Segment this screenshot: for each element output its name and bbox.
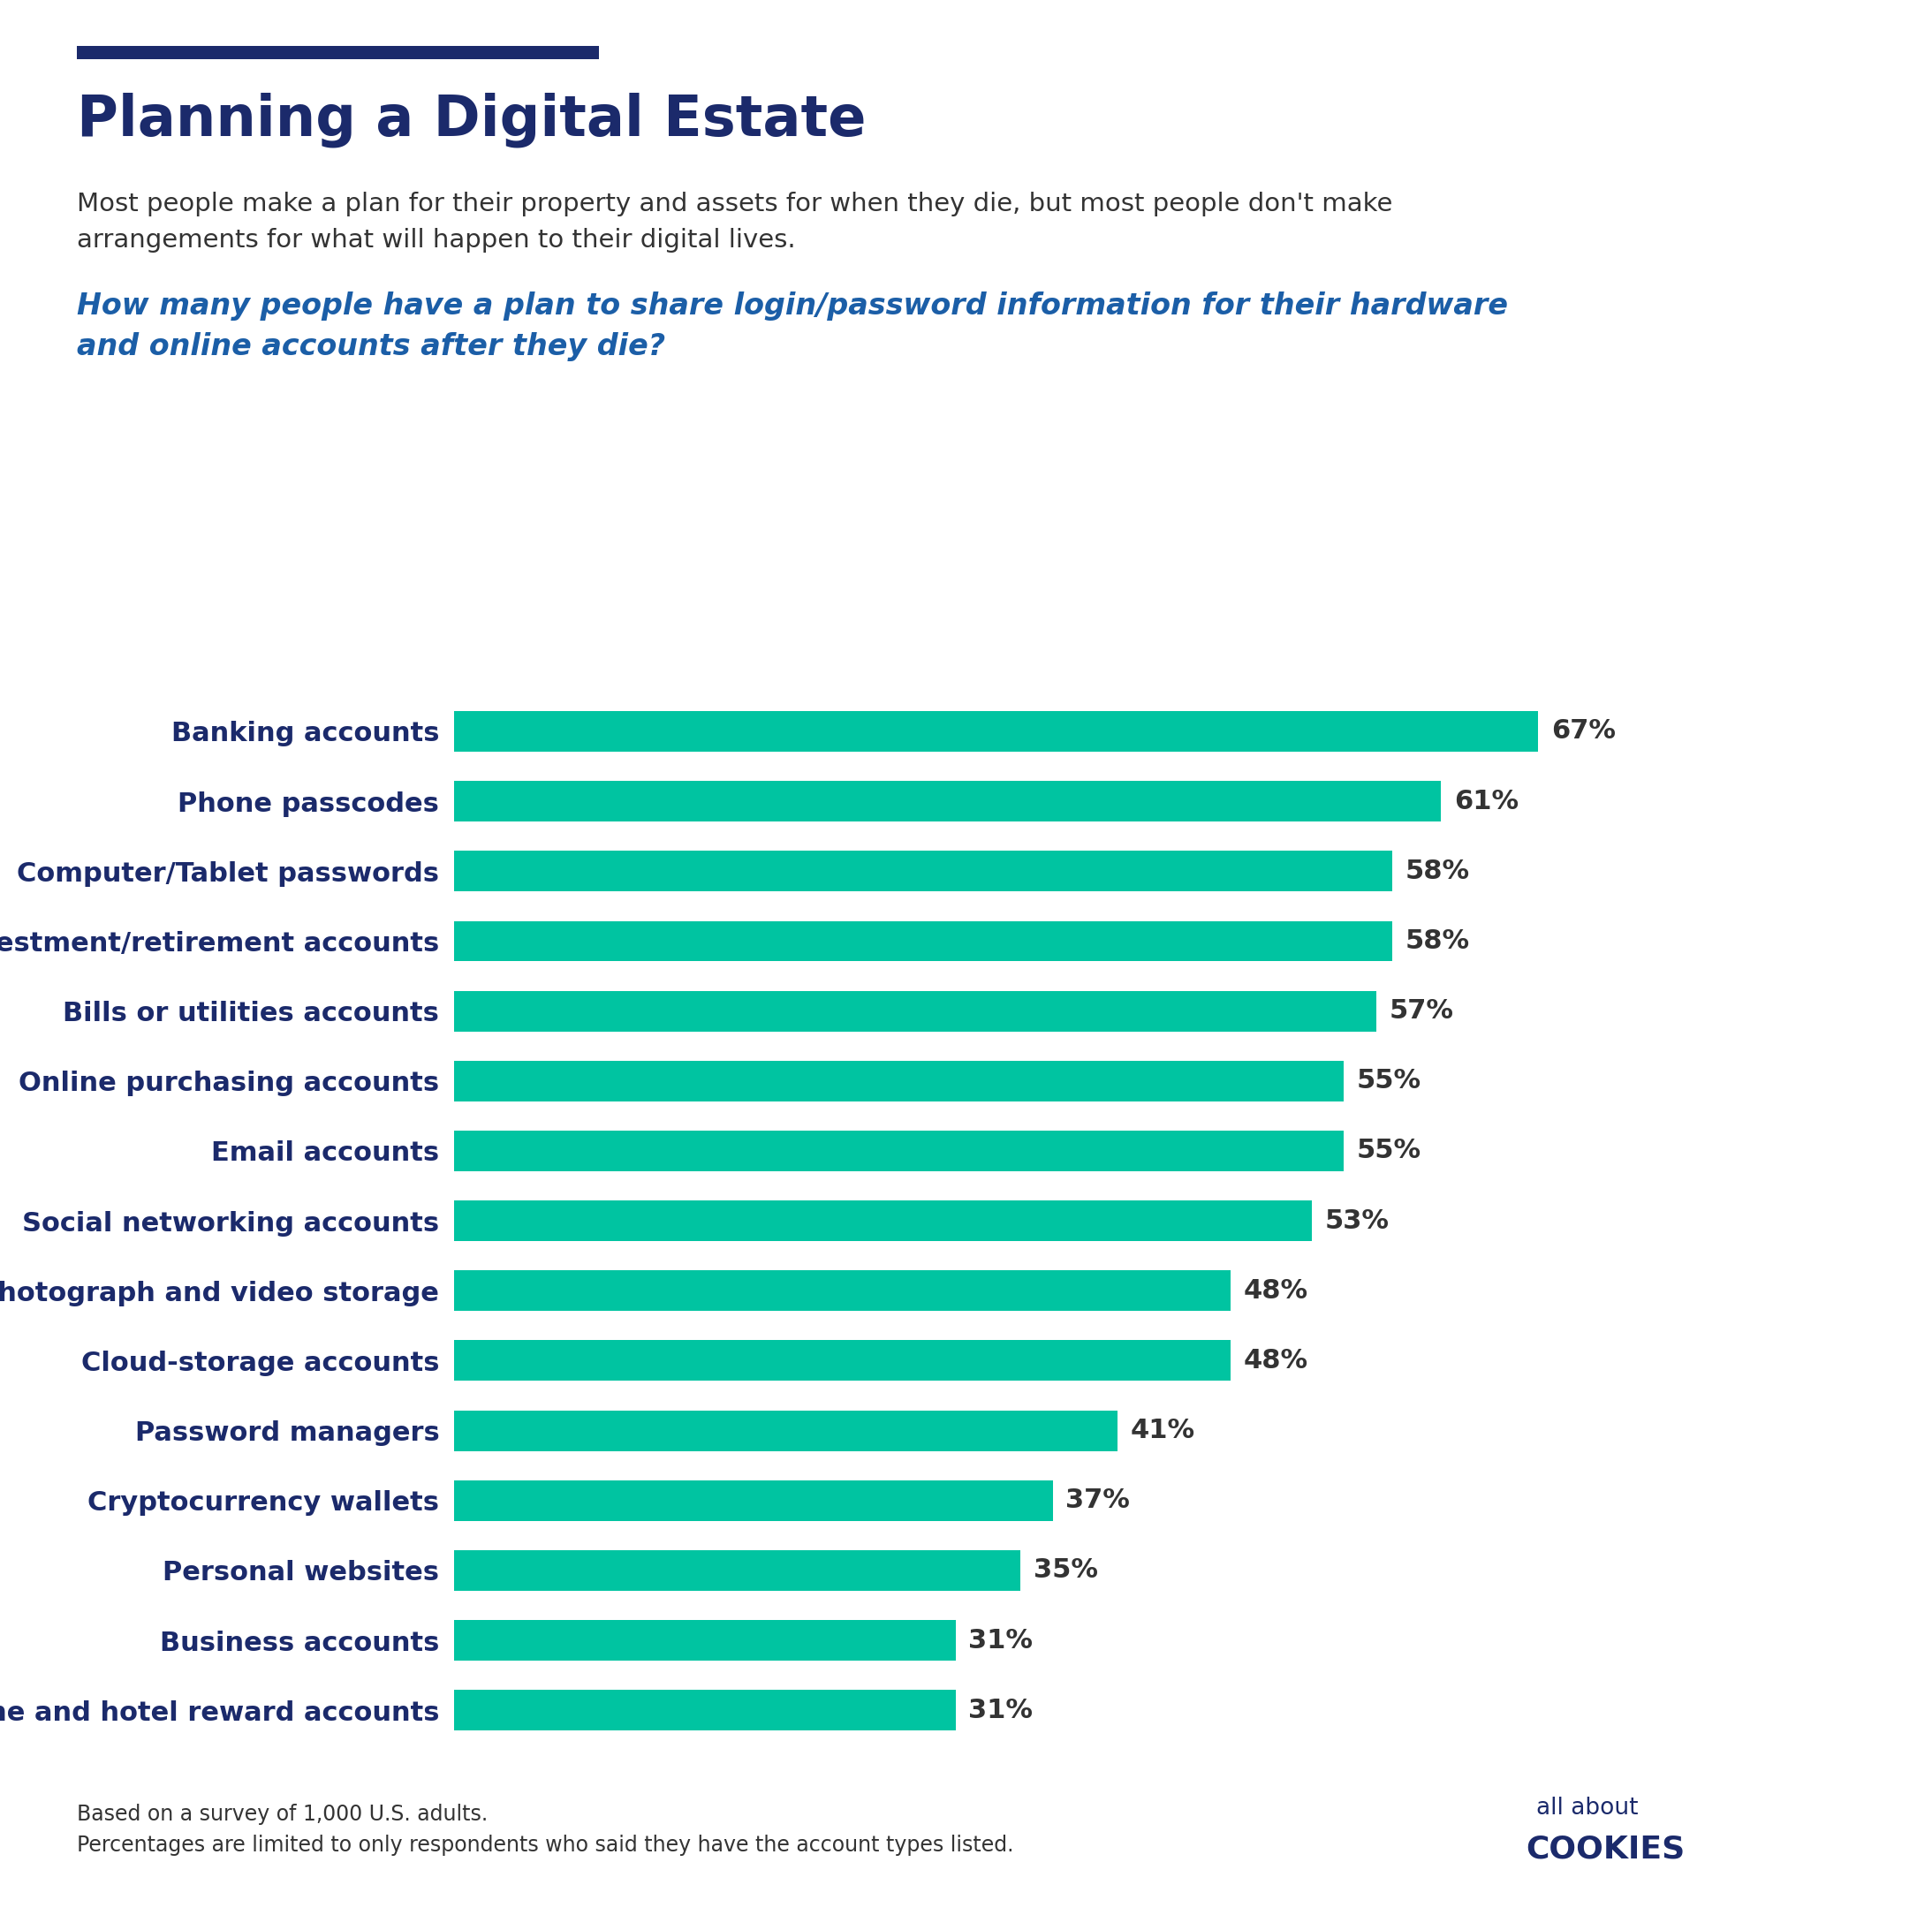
Bar	[454, 1620, 956, 1660]
Bar	[454, 1409, 1117, 1452]
Text: 35%: 35%	[1034, 1557, 1097, 1584]
Text: Most people make a plan for their property and assets for when they die, but mos: Most people make a plan for their proper…	[77, 192, 1393, 253]
Bar	[454, 1130, 1345, 1172]
Text: Planning a Digital Estate: Planning a Digital Estate	[77, 92, 867, 147]
Text: 57%: 57%	[1389, 998, 1453, 1025]
Text: 55%: 55%	[1356, 1069, 1422, 1093]
Text: 48%: 48%	[1244, 1348, 1308, 1373]
Bar	[454, 710, 1538, 751]
Bar	[454, 1549, 1020, 1591]
Text: 55%: 55%	[1356, 1138, 1422, 1164]
Bar	[454, 1691, 956, 1731]
Text: How many people have a plan to share login/password information for their hardwa: How many people have a plan to share log…	[77, 291, 1509, 360]
Bar	[454, 850, 1393, 892]
Text: Percentages are limited to only respondents who said they have the account types: Percentages are limited to only responde…	[77, 1835, 1014, 1856]
Bar	[454, 1201, 1312, 1241]
Text: 31%: 31%	[968, 1628, 1034, 1653]
Text: 58%: 58%	[1405, 929, 1470, 954]
Text: 48%: 48%	[1244, 1277, 1308, 1304]
Bar	[454, 1340, 1231, 1381]
Text: all about: all about	[1536, 1796, 1638, 1819]
Text: 58%: 58%	[1405, 858, 1470, 885]
Text: 61%: 61%	[1455, 789, 1519, 814]
Bar	[454, 1480, 1053, 1521]
Text: COOKIES: COOKIES	[1526, 1835, 1685, 1865]
Text: 53%: 53%	[1325, 1208, 1389, 1233]
Text: 67%: 67%	[1551, 718, 1615, 745]
Text: 41%: 41%	[1130, 1417, 1196, 1444]
Bar	[454, 1061, 1345, 1101]
Bar	[454, 921, 1393, 961]
Bar	[454, 1270, 1231, 1312]
Text: Based on a survey of 1,000 U.S. adults.: Based on a survey of 1,000 U.S. adults.	[77, 1804, 489, 1825]
Text: 37%: 37%	[1066, 1488, 1130, 1513]
Bar	[454, 781, 1441, 822]
Text: 31%: 31%	[968, 1697, 1034, 1724]
Bar	[454, 990, 1376, 1032]
